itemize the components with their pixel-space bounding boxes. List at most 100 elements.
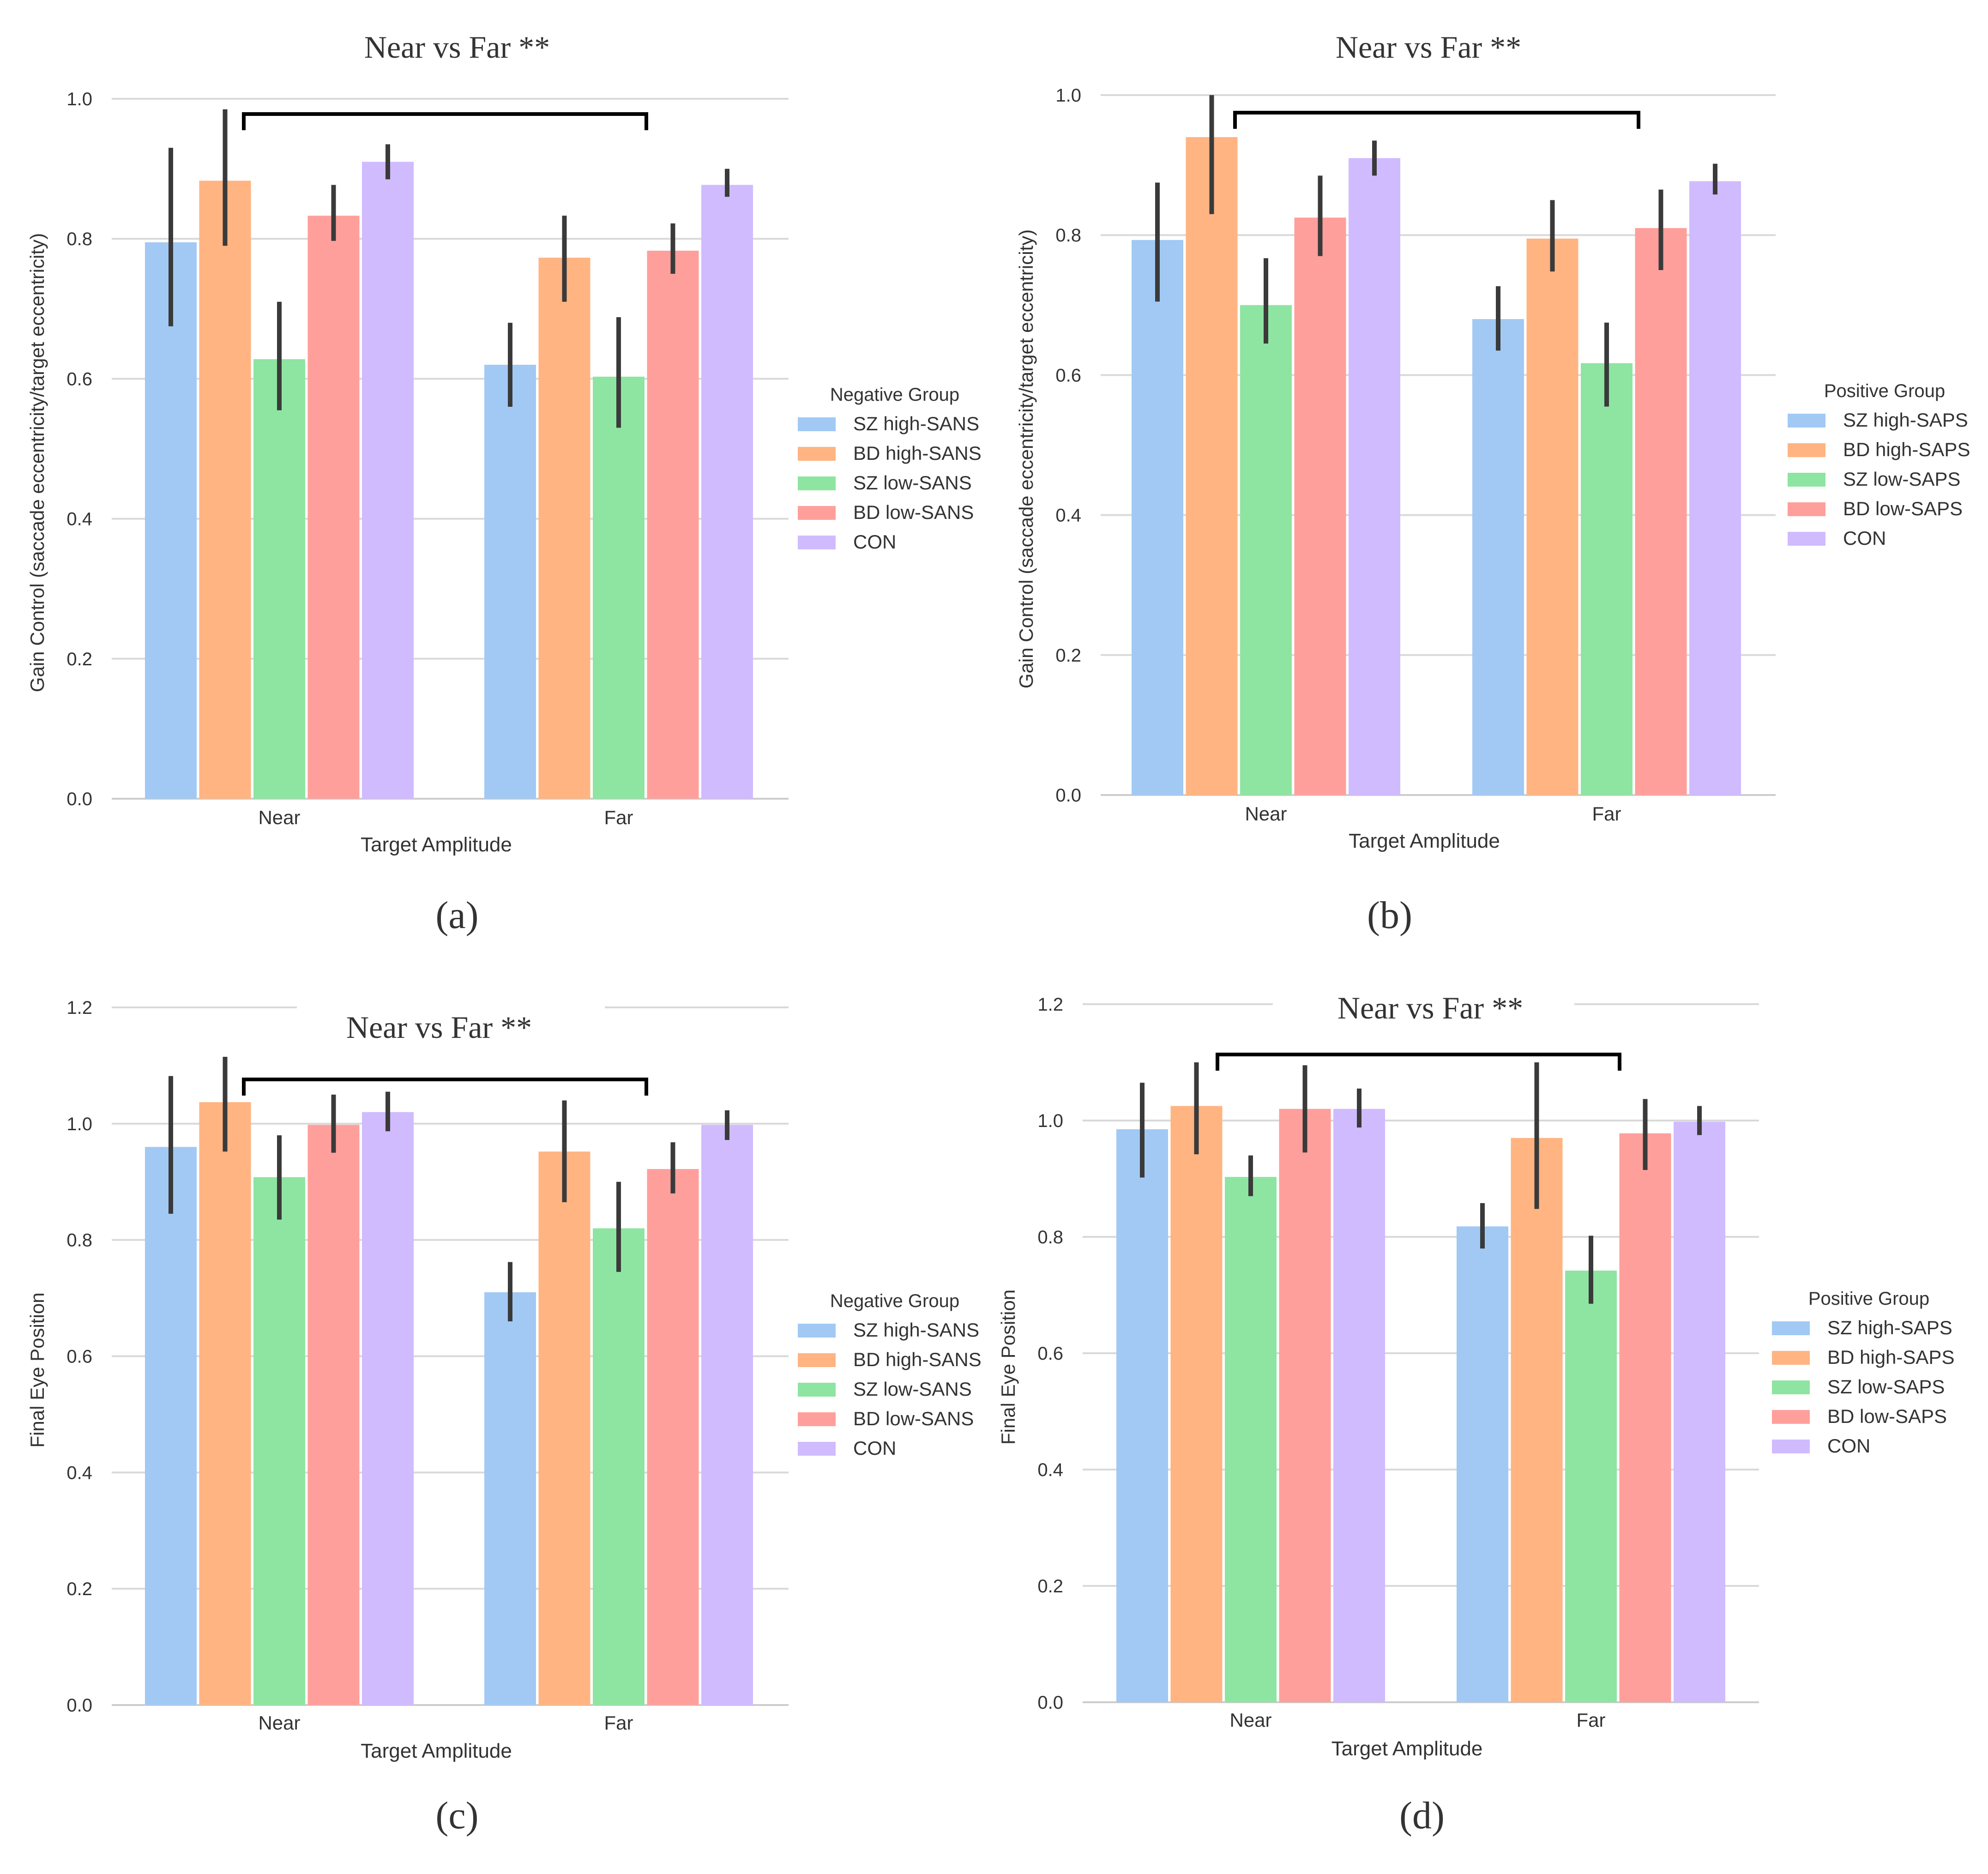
- legend-swatch: [798, 447, 836, 461]
- legend-label: SZ high-SAPS: [1843, 409, 1968, 431]
- bar: [307, 216, 360, 799]
- legend-swatch: [1772, 1380, 1810, 1394]
- x-tick-label: Near: [258, 1712, 300, 1734]
- significance-bracket: [1216, 1053, 1621, 1071]
- y-tick-label: 0.6: [66, 369, 92, 389]
- significance-bracket: [1233, 111, 1640, 129]
- legend-label: SZ high-SANS: [853, 1319, 979, 1341]
- bar: [1565, 1271, 1617, 1702]
- legend-label: BD low-SANS: [853, 501, 974, 523]
- chart-title: Near vs Far **: [1337, 990, 1523, 1025]
- bar: [1457, 1226, 1508, 1702]
- y-tick-label: 0.2: [1055, 645, 1081, 666]
- bar: [1689, 181, 1741, 795]
- legend-title: Negative Group: [830, 385, 959, 405]
- legend-title: Negative Group: [830, 1291, 959, 1311]
- bar: [253, 359, 305, 799]
- bar: [593, 1228, 645, 1705]
- legend-label: SZ low-SANS: [853, 1378, 972, 1400]
- bar: [538, 1151, 590, 1705]
- y-tick-label: 0.8: [66, 1230, 92, 1251]
- bar: [1170, 1106, 1223, 1702]
- bar: [1581, 363, 1633, 795]
- legend-swatch: [1788, 414, 1825, 428]
- panel-label: (d): [1399, 1794, 1445, 1837]
- legend-swatch: [1772, 1410, 1810, 1424]
- y-tick-label: 1.0: [1037, 1111, 1063, 1131]
- bar: [362, 1112, 414, 1705]
- y-tick-label: 1.0: [66, 1114, 92, 1134]
- y-tick-label: 0.8: [1037, 1227, 1063, 1247]
- legend-label: SZ high-SAPS: [1827, 1317, 1952, 1338]
- chart-panel-c: 0.0 0.2 0.4 0.6 0.8 1.0 1.2 Near Far Target Ampli…: [26, 998, 982, 1837]
- legend-label: CON: [1827, 1435, 1870, 1457]
- bar: [253, 1177, 305, 1705]
- legend-swatch: [1788, 473, 1825, 487]
- legend: Positive Group SZ high-SAPS BD high-SAPS SZ…: [1772, 1289, 1954, 1457]
- y-tick-label: 1.2: [1037, 994, 1063, 1015]
- bar: [1132, 240, 1183, 795]
- bar: [1472, 319, 1524, 795]
- x-axis-label: Target Amplitude: [1349, 830, 1500, 852]
- x-tick-label: Near: [258, 807, 300, 828]
- bar: [647, 250, 699, 799]
- legend-label: SZ low-SANS: [853, 472, 972, 494]
- legend-swatch: [798, 476, 836, 490]
- x-tick-label: Far: [1592, 803, 1621, 825]
- legend-label: SZ high-SANS: [853, 413, 979, 434]
- legend-swatch: [798, 1324, 836, 1338]
- bar: [1294, 217, 1346, 795]
- y-tick-label: 0.0: [1037, 1693, 1063, 1713]
- y-tick-label: 0.4: [1055, 506, 1081, 526]
- y-tick-label: 0.4: [66, 1463, 92, 1483]
- chart-panel-d: 0.0 0.2 0.4 0.6 0.8 1.0 1.2 Near Far Target Ampli…: [997, 990, 1954, 1837]
- bar: [484, 365, 536, 799]
- y-tick-label: 0.2: [1037, 1576, 1063, 1597]
- y-axis-label: Gain Control (saccade eccentricity/targe…: [1015, 229, 1037, 688]
- bar: [1619, 1133, 1671, 1702]
- bar: [145, 1147, 197, 1705]
- bar: [701, 185, 753, 799]
- legend-label: CON: [853, 1437, 896, 1459]
- bar: [1225, 1177, 1277, 1702]
- chart-panel-a: 0.0 0.2 0.4 0.6 0.8 1.0 Near Far Target Amplitud…: [26, 30, 982, 937]
- y-tick-label: 0.6: [1055, 365, 1081, 386]
- legend-swatch: [798, 417, 836, 431]
- legend-title: Positive Group: [1808, 1289, 1929, 1309]
- x-axis-label: Target Amplitude: [1331, 1737, 1483, 1760]
- legend-swatch: [798, 1383, 836, 1397]
- chart-title: Near vs Far **: [1336, 30, 1521, 65]
- bar: [484, 1292, 536, 1705]
- bar: [647, 1169, 699, 1705]
- legend-label: BD high-SANS: [853, 1349, 982, 1370]
- legend-swatch: [1788, 443, 1825, 457]
- bar: [145, 242, 197, 799]
- y-tick-label: 0.0: [1055, 785, 1081, 806]
- legend-label: SZ low-SAPS: [1827, 1376, 1945, 1398]
- legend-swatch: [798, 1353, 836, 1367]
- x-axis-label: Target Amplitude: [361, 833, 512, 856]
- legend-label: SZ low-SAPS: [1843, 468, 1960, 490]
- panel-label: (b): [1367, 894, 1412, 937]
- legend-label: BD low-SAPS: [1843, 498, 1963, 519]
- bar: [1279, 1109, 1331, 1702]
- y-tick-label: 0.2: [66, 649, 92, 669]
- legend: Positive Group SZ high-SAPS BD high-SAPS SZ…: [1788, 381, 1970, 549]
- bar: [1186, 137, 1238, 795]
- y-tick-label: 1.2: [66, 998, 92, 1018]
- bar: [199, 1102, 251, 1705]
- bar: [1674, 1121, 1725, 1702]
- x-tick-label: Far: [604, 1712, 633, 1734]
- legend-swatch: [1788, 532, 1825, 546]
- x-tick-label: Near: [1245, 803, 1287, 825]
- significance-bracket: [242, 112, 648, 130]
- y-tick-label: 0.0: [66, 1695, 92, 1716]
- legend: Negative Group SZ high-SANS BD high-SANS SZ…: [798, 385, 982, 553]
- significance-bracket: [242, 1078, 648, 1096]
- bar: [1240, 305, 1292, 795]
- bar: [307, 1125, 360, 1705]
- legend-swatch: [798, 506, 836, 520]
- legend-label: BD low-SANS: [853, 1408, 974, 1429]
- y-tick-label: 0.8: [1055, 225, 1081, 246]
